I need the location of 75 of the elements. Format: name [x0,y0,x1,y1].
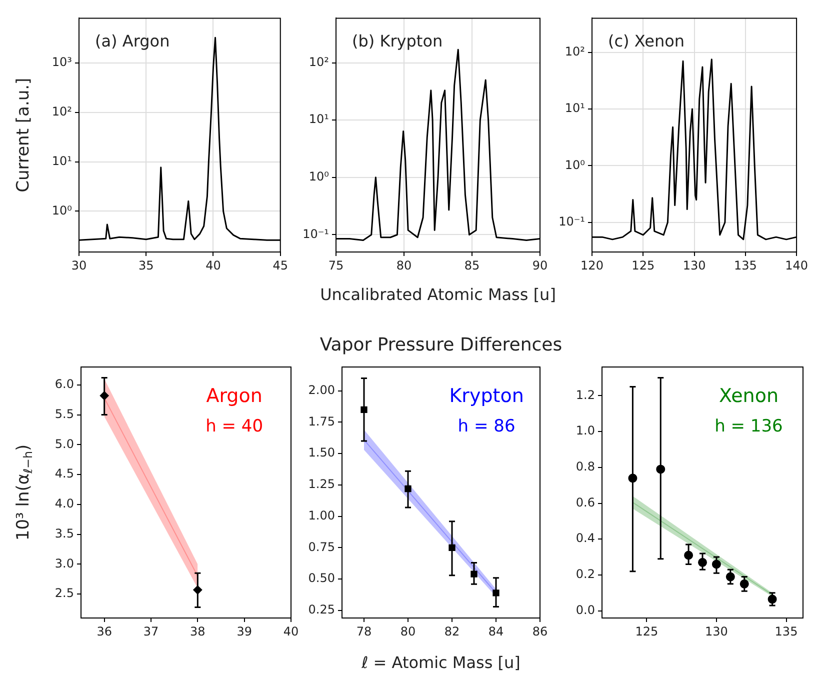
y-axis-title: Current [a.u.] [13,78,34,192]
y-tick-label: 0.25 [308,602,335,617]
x-tick-label: 35 [138,258,154,272]
x-axis-title: Uncalibrated Atomic Mass [u] [320,285,556,304]
annotation: h = 86 [458,416,516,436]
y-tick-label: 2.00 [308,382,335,397]
y-tick-label: 10⁰ [564,158,586,172]
y-tick-label: 6.0 [54,377,74,392]
x-tick-label: 130 [705,624,728,638]
y-tick-label: 1.25 [308,477,335,492]
x-tick-label: 80 [396,258,412,272]
y-tick-label: 1.0 [576,424,595,438]
y-tick-label: 0.0 [576,602,595,617]
x-tick-label: 125 [632,258,655,272]
y-tick-label: 10² [308,54,330,69]
x-tick-label: 30 [71,258,87,272]
x-tick-label: 86 [532,624,548,638]
x-tick-label: 37 [143,624,159,638]
y-tick-label: 4.0 [54,496,74,511]
y-tick-label: 10¹ [52,154,72,168]
annotation: Argon [206,384,262,407]
y-tick-label: 1.50 [308,446,335,460]
y-tick-label: 0.2 [576,567,595,582]
x-tick-label: 140 [785,258,808,272]
y-tick-label: 10¹ [564,101,586,116]
x-tick-label: 45 [272,258,288,272]
x-tick-label: 39 [236,624,252,638]
annotation: (b) Krypton [352,31,443,50]
x-tick-label: 75 [328,258,344,272]
chart-title: Vapor Pressure Differences [320,334,562,356]
x-tick-label: 38 [190,624,206,638]
y-tick-label: 3.5 [54,526,74,540]
x-tick-label: 120 [580,258,604,272]
x-tick-label: 78 [356,624,372,638]
annotation: (c) Xenon [608,31,685,50]
y-tick-label: 10⁰ [308,170,330,184]
x-tick-label: 135 [734,258,757,272]
y-tick-label: 1.75 [308,414,335,428]
y-tick-label: 0.75 [308,540,335,554]
y-tick-label: 0.8 [576,460,595,474]
y-tick-label: 1.00 [308,508,335,522]
x-tick-label: 36 [96,624,112,638]
y-tick-label: 10¹ [308,112,330,126]
x-tick-label: 80 [400,624,416,638]
y-tick-label: 1.2 [576,388,595,402]
y-tick-label: 10⁻¹ [558,214,586,228]
y-tick-label: 10³ [52,54,72,69]
annotation: h = 136 [714,416,783,436]
x-axis-title: ℓ = Atomic Mass [u] [360,653,520,672]
y-tick-label: 0.50 [308,571,335,586]
y-tick-label: 10⁻¹ [302,226,330,241]
x-tick-label: 125 [635,624,658,638]
y-tick-label: 0.4 [576,531,595,546]
annotation: (a) Argon [95,31,170,50]
annotation: h = 40 [206,416,264,436]
x-tick-label: 84 [488,624,504,638]
y-tick-label: 10² [564,44,586,58]
y-tick-label: 2.5 [54,586,74,600]
y-tick-label: 10² [52,104,72,118]
x-tick-label: 82 [444,624,460,638]
y-tick-label: 10⁰ [52,203,72,218]
x-tick-label: 40 [283,624,299,638]
annotation: Xenon [718,384,779,407]
x-tick-label: 90 [532,258,548,272]
x-tick-label: 85 [464,258,480,272]
x-tick-label: 40 [206,258,221,272]
x-tick-label: 135 [774,624,798,638]
y-tick-label: 3.0 [54,556,74,570]
annotation: Krypton [449,384,524,407]
y-tick-label: 5.5 [54,406,74,421]
y-tick-label: 4.5 [54,466,74,481]
x-tick-label: 130 [682,258,706,272]
y-tick-label: 5.0 [54,436,74,451]
y-axis-title: 10³ ln(αℓ−h) [13,444,36,541]
y-tick-label: 0.6 [576,495,595,510]
